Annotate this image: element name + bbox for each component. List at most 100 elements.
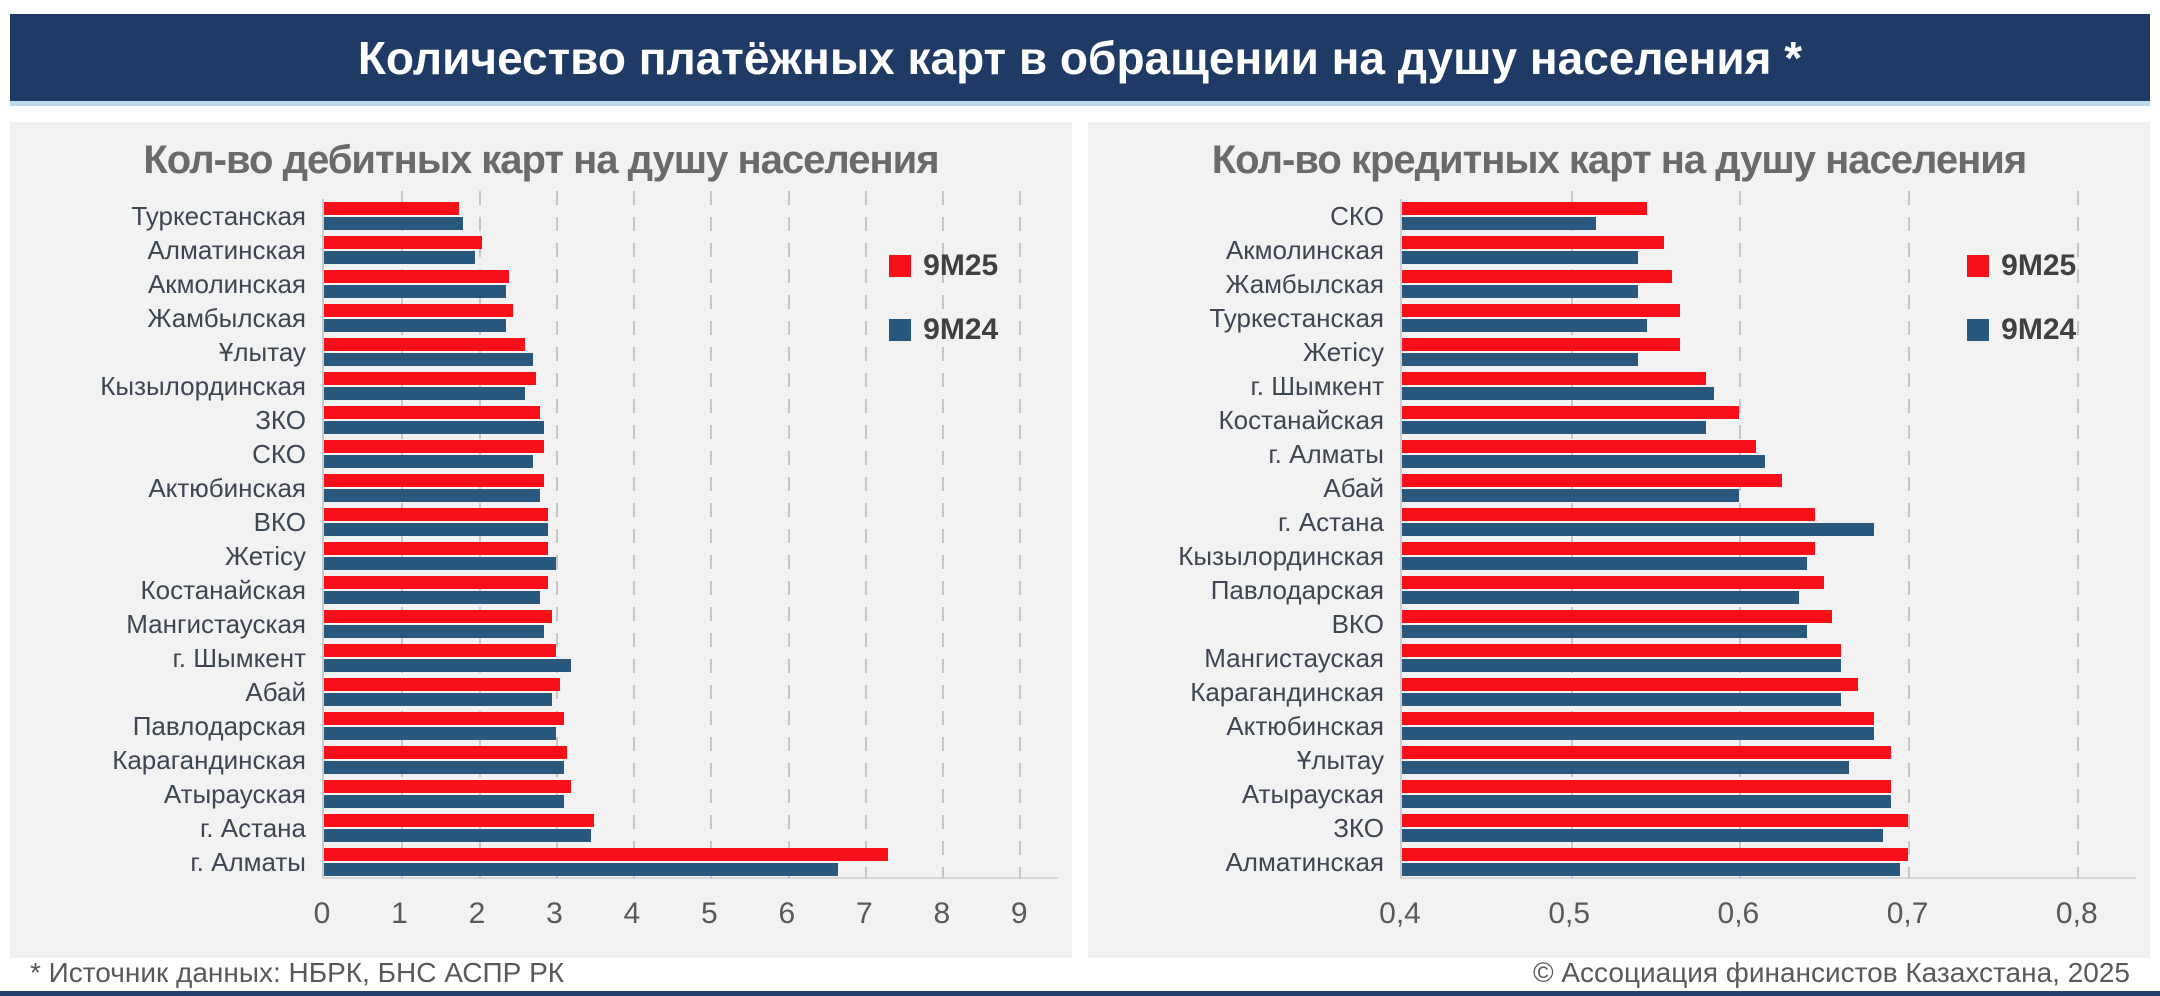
bar-9м25 xyxy=(324,406,541,419)
bar-9м24 xyxy=(324,557,556,570)
x-tick-label: 4 xyxy=(623,897,641,930)
legend-label: 9М24 xyxy=(2001,313,2077,346)
bar-row xyxy=(1402,437,2136,471)
bar-9м24 xyxy=(324,863,838,876)
bar-9м24 xyxy=(324,353,533,366)
bar-9м25 xyxy=(1402,372,1706,385)
x-axis: 0,4 0,5 0,6 0,7 0,8 xyxy=(1379,887,2136,939)
bar-9м24 xyxy=(324,387,525,400)
legend-item: 9М25 xyxy=(889,249,998,283)
bar-row xyxy=(324,539,1058,573)
bar-row xyxy=(1402,403,2136,437)
x-tick-label: 5 xyxy=(701,897,718,930)
bar-row xyxy=(1402,845,2136,879)
gridline xyxy=(1908,191,1911,879)
bar-9м25 xyxy=(324,474,545,487)
bar-row xyxy=(324,437,1058,471)
bar-9м24 xyxy=(324,795,564,808)
x-tick-label: 9 xyxy=(1010,897,1028,930)
bar-row xyxy=(1402,369,2136,403)
category-label: г. Астана xyxy=(1278,506,1384,537)
category-label: г. Шымкент xyxy=(1250,370,1384,401)
category-label: Атырауская xyxy=(163,778,306,809)
bar-9м24 xyxy=(1402,625,1807,638)
category-label: Кызылординская xyxy=(1178,540,1384,571)
category-axis: СКО Акмолинская Жамбылская Туркестанская Жет… xyxy=(1088,199,1400,879)
bar-row xyxy=(1402,335,2136,369)
data-source-note: * Источник данных: НБРК, БНС АСПР РК xyxy=(30,957,565,988)
legend-label: 9М25 xyxy=(2001,249,2077,282)
bar-9м25 xyxy=(1402,304,1681,317)
x-tick-label: 7 xyxy=(855,897,873,930)
category-label: Атырауская xyxy=(1241,778,1384,809)
bottom-divider xyxy=(0,991,2160,996)
chart-body: Туркестанская Алматинская Акмолинская Жамбы… xyxy=(10,191,1058,879)
debit-cards-panel: Кол-во дебитных карт на душу населения Т… xyxy=(10,122,1072,958)
charts-container: Кол-во дебитных карт на душу населения Т… xyxy=(10,122,2150,958)
x-tick-label: 0,4 xyxy=(1379,897,1421,930)
bar-row xyxy=(1402,301,2136,335)
category-label: СКО xyxy=(1330,200,1384,231)
x-axis: 0 1 2 3 4 5 6 7 8 9 xyxy=(314,887,1058,939)
bar-9м24 xyxy=(1402,489,1740,502)
category-label: Павлодарская xyxy=(1210,574,1384,605)
bar-row xyxy=(1402,777,2136,811)
bar-9м25 xyxy=(324,270,510,283)
bar-9м25 xyxy=(324,202,460,215)
bar-row xyxy=(1402,233,2136,267)
bar-9м25 xyxy=(324,304,514,317)
bar-9м24 xyxy=(324,421,545,434)
bar-9м25 xyxy=(1402,610,1833,623)
bar-9м25 xyxy=(324,610,552,623)
bar-row xyxy=(324,709,1058,743)
bar-9м24 xyxy=(324,217,464,230)
category-label: ВКО xyxy=(1331,608,1384,639)
bar-9м24 xyxy=(1402,693,1841,706)
debit-cards-chart: Туркестанская Алматинская Акмолинская Жамбы… xyxy=(10,191,1072,939)
x-tick-label: 0,5 xyxy=(1548,897,1591,930)
category-label: Туркестанская xyxy=(131,200,306,231)
copyright-note: © Ассоциация финансистов Казахстана, 202… xyxy=(1532,957,2130,988)
bar-row xyxy=(1402,811,2136,845)
gridline xyxy=(787,191,790,879)
category-label: Мангистауская xyxy=(1204,642,1384,673)
bar-9м25 xyxy=(1402,338,1681,351)
category-label: Кызылординская xyxy=(100,370,306,401)
bar-9м25 xyxy=(1402,542,1816,555)
bar-9м25 xyxy=(1402,270,1672,283)
legend: 9М25 9М24 xyxy=(889,249,998,347)
bar-9м24 xyxy=(1402,217,1597,230)
page-title: Количество платёжных карт в обращении на… xyxy=(10,14,2150,106)
credit-cards-panel: Кол-во кредитных карт на душу населения … xyxy=(1088,122,2150,958)
category-label: Жамбылская xyxy=(1225,268,1384,299)
bar-9м24 xyxy=(1402,455,1765,468)
9м25-swatch xyxy=(889,255,912,277)
credit-chart-title: Кол-во кредитных карт на душу населения xyxy=(1211,138,2027,182)
bar-9м25 xyxy=(1402,440,1757,453)
bar-9м25 xyxy=(324,814,595,827)
category-label: ЗКО xyxy=(1333,812,1384,843)
bar-row xyxy=(1402,573,2136,607)
gridline xyxy=(633,191,636,879)
x-tick-label: 0 xyxy=(313,897,331,930)
bar-row xyxy=(324,369,1058,403)
bar-9м24 xyxy=(324,489,541,502)
category-label: Ұлытау xyxy=(218,336,306,367)
category-label: Акмолинская xyxy=(1225,234,1384,265)
debit-chart-title: Кол-во дебитных карт на душу населения xyxy=(143,138,939,182)
bar-9м25 xyxy=(1402,848,1909,861)
bar-row xyxy=(324,743,1058,777)
category-label: Актюбинская xyxy=(148,472,306,503)
x-tick-label: 3 xyxy=(546,897,563,930)
bar-9м24 xyxy=(324,251,475,264)
bar-9м25 xyxy=(324,780,572,793)
x-tick-label: 0,7 xyxy=(1886,897,1929,930)
x-tick-label: 6 xyxy=(778,897,796,930)
bar-row xyxy=(1402,607,2136,641)
bar-9м25 xyxy=(1402,712,1875,725)
category-label: Жамбылская xyxy=(147,302,306,333)
page-footer: * Источник данных: НБРК, БНС АСПР РК © А… xyxy=(0,956,2160,990)
plot-area: 9М25 9М24 xyxy=(1400,191,2136,879)
bar-9м24 xyxy=(1402,761,1850,774)
bar-9м24 xyxy=(324,727,556,740)
